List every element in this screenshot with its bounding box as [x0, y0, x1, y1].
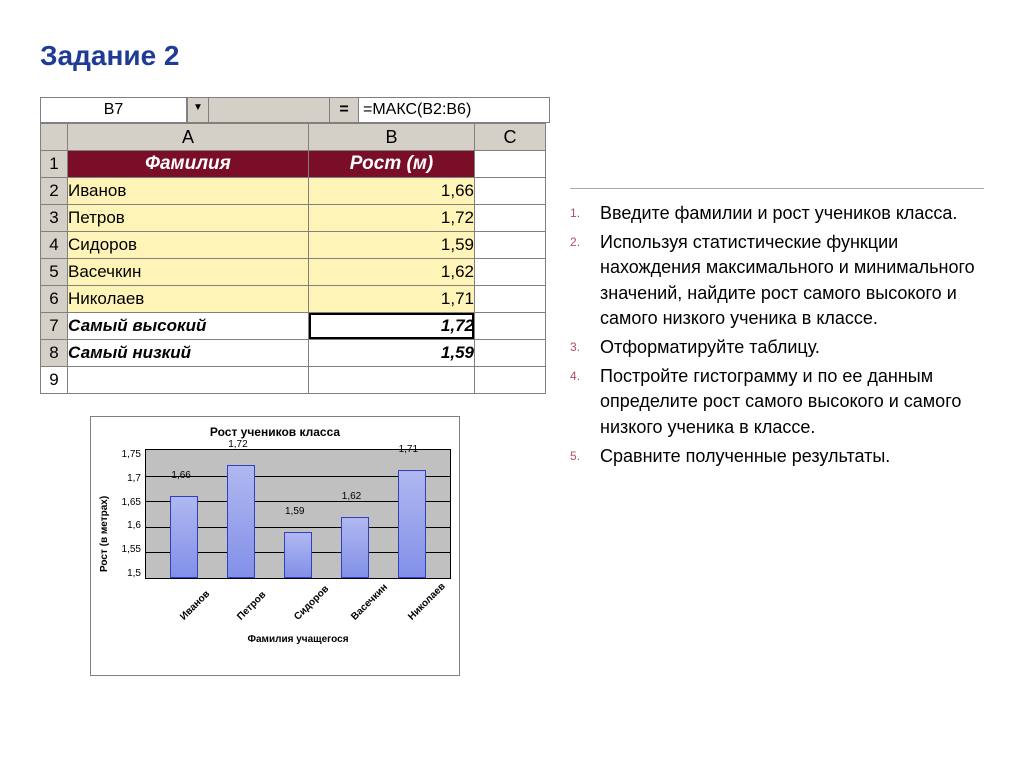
instruction-text: Отформатируйте таблицу. [600, 335, 820, 360]
cell-c2[interactable] [475, 178, 546, 205]
row-header[interactable]: 6 [41, 286, 68, 313]
cell-a4[interactable]: Сидоров [68, 232, 309, 259]
ytick: 1,55 [113, 544, 141, 555]
x-tick-label: Васечкин [349, 595, 377, 623]
row-header[interactable]: 2 [41, 178, 68, 205]
instruction-text: Используя статистические функции нахожде… [600, 230, 984, 331]
bar-group: 1,72 [227, 465, 255, 578]
col-header-a[interactable]: A [68, 124, 309, 151]
cell-a7[interactable]: Самый высокий [68, 313, 309, 340]
chart-body: Рост (в метрах) 1,75 1,7 1,65 1,6 1,55 1… [99, 449, 451, 619]
plot-wrap: 1,66 1,72 1,59 1,62 1,71 ИвановПетровСидоров… [145, 449, 451, 619]
instruction-item: Отформатируйте таблицу. [570, 335, 984, 360]
instruction-text: Постройте гистограмму и по ее данным опр… [600, 364, 984, 440]
instruction-item: Сравните полученные результаты. [570, 444, 984, 469]
row-header[interactable]: 5 [41, 259, 68, 286]
cell-b8[interactable]: 1,59 [309, 340, 475, 367]
equals-button[interactable]: = [330, 98, 359, 122]
formula-spacer [209, 98, 330, 122]
row-header[interactable]: 3 [41, 205, 68, 232]
bar-group: 1,66 [170, 496, 198, 578]
x-tick-label: Петров [235, 595, 263, 623]
x-labels: ИвановПетровСидоровВасечкинНиколаев [145, 579, 451, 606]
select-all-cell[interactable] [41, 124, 68, 151]
plot-area: 1,66 1,72 1,59 1,62 1,71 [145, 449, 451, 579]
row-header[interactable]: 1 [41, 151, 68, 178]
bar-value-label: 1,71 [399, 444, 418, 455]
cell-b6[interactable]: 1,71 [309, 286, 475, 313]
row-header[interactable]: 9 [41, 367, 68, 394]
ytick: 1,5 [113, 568, 141, 579]
cell-c3[interactable] [475, 205, 546, 232]
cell-b4[interactable]: 1,59 [309, 232, 475, 259]
ytick: 1,75 [113, 449, 141, 460]
y-ticks: 1,75 1,7 1,65 1,6 1,55 1,5 [113, 449, 145, 579]
divider [570, 188, 984, 189]
bar-value-label: 1,59 [285, 506, 304, 517]
cell-ref-dropdown[interactable]: ▼ [187, 98, 209, 122]
instruction-text: Сравните полученные результаты. [600, 444, 890, 469]
cell-c5[interactable] [475, 259, 546, 286]
cell-b2[interactable]: 1,66 [309, 178, 475, 205]
bar-value-label: 1,62 [342, 491, 361, 502]
cell-a2[interactable]: Иванов [68, 178, 309, 205]
content: B7 ▼ = =МАКС(B2:B6) A B C 1 Фамилия Рост… [40, 97, 984, 676]
formula-input[interactable]: =МАКС(B2:B6) [359, 98, 549, 122]
instructions-list: Введите фамилии и рост учеников класса. И… [570, 201, 984, 469]
cell-c4[interactable] [475, 232, 546, 259]
row-header[interactable]: 7 [41, 313, 68, 340]
cell-b3[interactable]: 1,72 [309, 205, 475, 232]
bar-group: 1,71 [398, 470, 426, 578]
x-axis-label: Фамилия учащегося [145, 634, 451, 645]
instruction-item: Введите фамилии и рост учеников класса. [570, 201, 984, 226]
cell-c9[interactable] [475, 367, 546, 394]
cell-b5[interactable]: 1,62 [309, 259, 475, 286]
x-tick-label: Иванов [178, 595, 206, 623]
formula-bar: B7 ▼ = =МАКС(B2:B6) [40, 97, 550, 123]
bar-group: 1,59 [284, 532, 312, 578]
col-header-c[interactable]: C [475, 124, 546, 151]
cell-a3[interactable]: Петров [68, 205, 309, 232]
cell-a5[interactable]: Васечкин [68, 259, 309, 286]
bar: 1,59 [284, 532, 312, 578]
cell-b1[interactable]: Рост (м) [309, 151, 475, 178]
instruction-item: Используя статистические функции нахожде… [570, 230, 984, 331]
cell-a9[interactable] [68, 367, 309, 394]
bar: 1,72 [227, 465, 255, 578]
cell-c7[interactable] [475, 313, 546, 340]
ytick: 1,6 [113, 520, 141, 531]
cell-b9[interactable] [309, 367, 475, 394]
bar: 1,71 [398, 470, 426, 578]
y-axis-label: Рост (в метрах) [99, 449, 113, 619]
cell-reference-box[interactable]: B7 [41, 98, 187, 122]
x-tick-label: Николаев [407, 595, 435, 623]
row-header[interactable]: 8 [41, 340, 68, 367]
cell-a8[interactable]: Самый низкий [68, 340, 309, 367]
left-column: B7 ▼ = =МАКС(B2:B6) A B C 1 Фамилия Рост… [40, 97, 550, 676]
bar: 1,62 [341, 517, 369, 578]
cell-a1[interactable]: Фамилия [68, 151, 309, 178]
bar-group: 1,62 [341, 517, 369, 578]
cell-a6[interactable]: Николаев [68, 286, 309, 313]
row-header[interactable]: 4 [41, 232, 68, 259]
x-tick-label: Сидоров [292, 595, 320, 623]
chart-title: Рост учеников класса [99, 425, 451, 439]
cell-c1[interactable] [475, 151, 546, 178]
page-title: Задание 2 [40, 40, 984, 72]
bar-value-label: 1,66 [171, 470, 190, 481]
chart-container: Рост учеников класса Рост (в метрах) 1,7… [90, 416, 460, 676]
cell-b7-selected[interactable]: 1,72 [309, 313, 475, 340]
right-column: Введите фамилии и рост учеников класса. И… [570, 97, 984, 676]
cell-c8[interactable] [475, 340, 546, 367]
spreadsheet: A B C 1 Фамилия Рост (м) 2 Иванов 1,66 3… [40, 123, 546, 394]
bar-value-label: 1,72 [228, 439, 247, 450]
instruction-item: Постройте гистограмму и по ее данным опр… [570, 364, 984, 440]
col-header-b[interactable]: B [309, 124, 475, 151]
cell-c6[interactable] [475, 286, 546, 313]
instruction-text: Введите фамилии и рост учеников класса. [600, 201, 957, 226]
bar: 1,66 [170, 496, 198, 578]
ytick: 1,7 [113, 473, 141, 484]
ytick: 1,65 [113, 497, 141, 508]
